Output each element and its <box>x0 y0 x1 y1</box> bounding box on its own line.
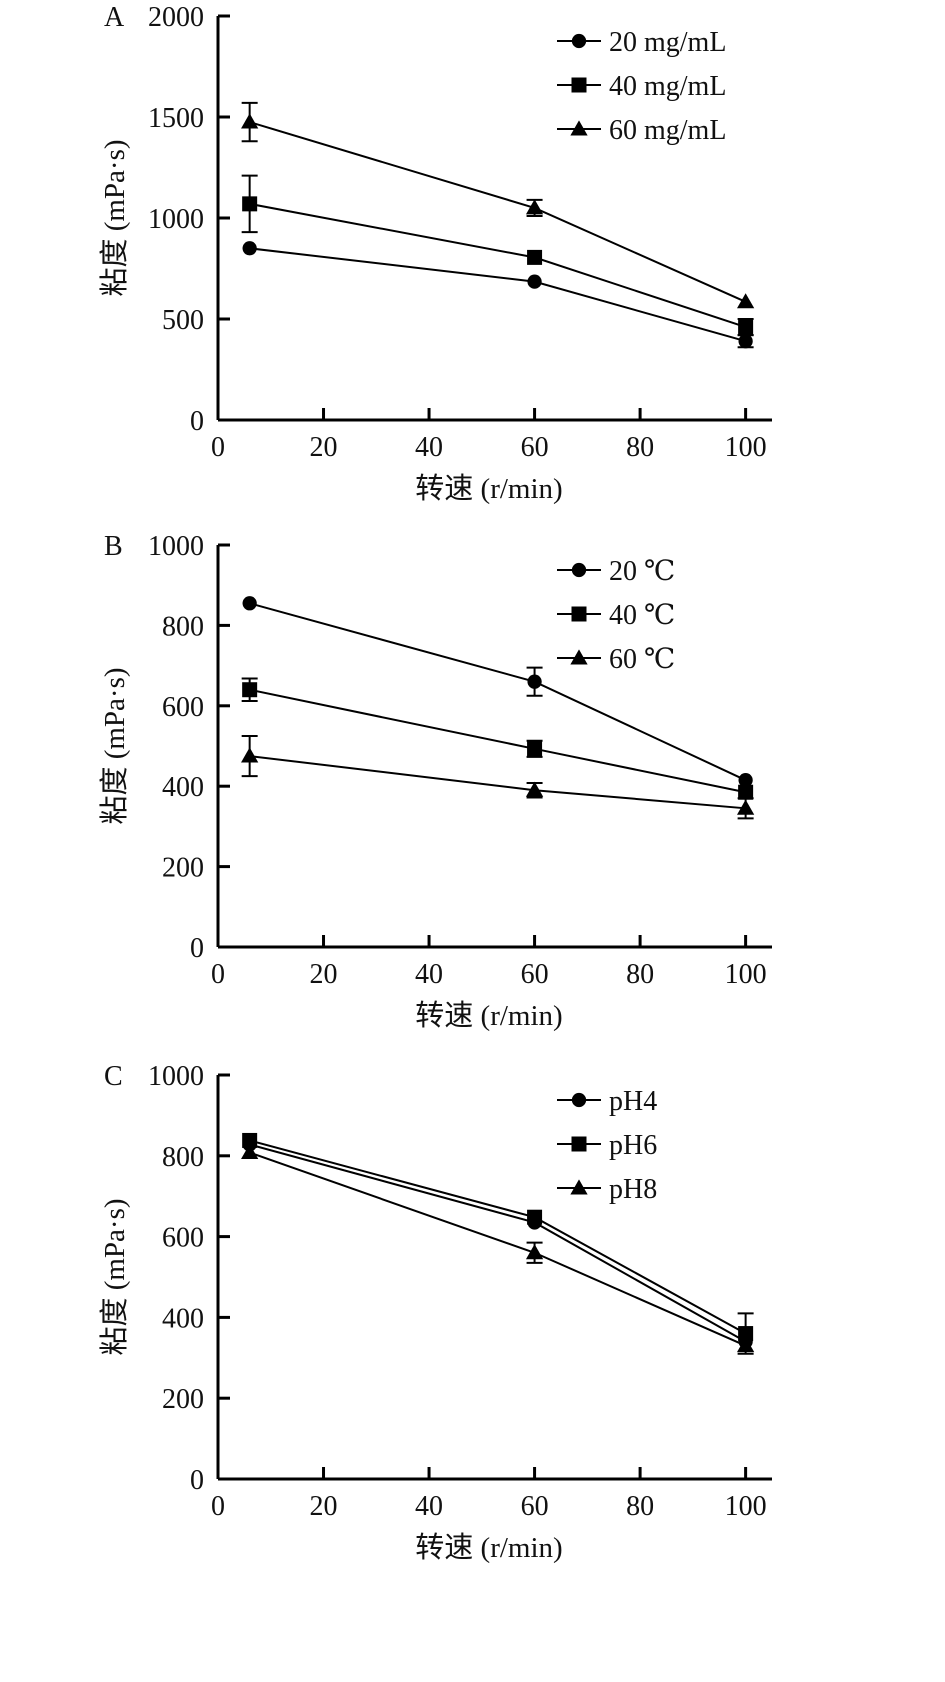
x-tick-label: 80 <box>626 432 654 463</box>
y-tick-label: 1000 <box>148 531 204 562</box>
chart-panel-c: 0 200 400 600 800 1000 0 20 40 60 80 100 转速 (r/min) 粘… <box>98 1061 772 1564</box>
x-tick-label: 60 <box>521 959 549 990</box>
y-tick-label: 500 <box>162 305 204 336</box>
legend-label: 60 ℃ <box>609 644 675 675</box>
chart-panel-a: 0 500 1000 1500 2000 0 20 40 60 80 100 转速 (r/min) 粘度… <box>98 2 772 505</box>
data-point-square <box>527 249 543 265</box>
data-point-square <box>242 1132 258 1148</box>
x-axis-title: 转速 (r/min) <box>415 999 562 1032</box>
y-tick-label: 1000 <box>148 204 204 235</box>
legend-marker-square <box>571 77 587 93</box>
legend-marker-triangle <box>570 649 588 665</box>
y-tick-label: 2000 <box>148 2 204 33</box>
series-line <box>249 121 747 303</box>
y-axis-title: 粘度 (mPa·s) <box>98 1198 131 1355</box>
x-tick-label: 60 <box>521 432 549 463</box>
data-point-square <box>738 1326 754 1342</box>
x-tick-label: 100 <box>725 1491 767 1522</box>
data-point-triangle <box>241 747 259 763</box>
series-line <box>249 755 746 810</box>
legend-marker-circle <box>571 562 587 578</box>
data-point-circle <box>738 773 753 788</box>
x-tick-label: 80 <box>626 1491 654 1522</box>
y-tick-label: 600 <box>162 692 204 723</box>
data-point-triangle <box>736 293 755 309</box>
x-tick-label: 0 <box>211 959 225 990</box>
legend-marker-square <box>571 606 587 622</box>
y-axis-title: 粘度 (mPa·s) <box>98 667 131 824</box>
x-tick-label: 20 <box>310 959 338 990</box>
data-point-triangle <box>525 1244 544 1260</box>
x-tick-label: 100 <box>725 959 767 990</box>
x-tick-label: 80 <box>626 959 654 990</box>
legend-label: 40 mg/mL <box>609 71 726 102</box>
series-line <box>249 202 746 329</box>
series-line <box>249 247 746 343</box>
series-line <box>249 688 746 794</box>
legend-label: pH4 <box>609 1086 657 1117</box>
x-tick-label: 40 <box>415 1491 443 1522</box>
y-tick-label: 1500 <box>148 103 204 134</box>
legend-marker-circle <box>571 1092 587 1108</box>
legend-marker-triangle <box>570 1179 588 1195</box>
y-tick-label: 400 <box>162 772 204 803</box>
data-point-triangle <box>736 799 755 815</box>
legend-marker-circle <box>571 33 587 49</box>
y-tick-label: 0 <box>190 406 204 437</box>
panel-letter: B <box>104 531 123 562</box>
legend-label: 60 mg/mL <box>609 115 726 146</box>
data-point-square <box>527 741 543 757</box>
x-tick-label: 0 <box>211 1491 225 1522</box>
data-point-triangle <box>525 781 544 797</box>
panel-letter: C <box>104 1061 123 1092</box>
legend-label: pH6 <box>609 1130 657 1161</box>
data-point-circle <box>527 674 542 689</box>
legend-marker-triangle <box>570 120 588 136</box>
y-tick-label: 200 <box>162 853 204 884</box>
data-point-square <box>738 319 754 335</box>
x-tick-label: 20 <box>310 432 338 463</box>
data-point-triangle <box>241 113 259 129</box>
data-point-triangle <box>241 1143 259 1160</box>
y-tick-label: 800 <box>162 611 204 642</box>
y-tick-label: 600 <box>162 1223 204 1254</box>
y-tick-label: 0 <box>190 1465 204 1496</box>
data-point-circle <box>242 241 257 256</box>
data-point-square <box>242 196 258 212</box>
y-tick-label: 400 <box>162 1303 204 1334</box>
legend-label: 20 mg/mL <box>609 27 726 58</box>
x-tick-label: 100 <box>725 432 767 463</box>
data-point-square <box>738 784 754 800</box>
x-axis-title: 转速 (r/min) <box>415 1531 562 1564</box>
data-point-square <box>527 1209 543 1225</box>
chart-panel-b: 0 200 400 600 800 1000 0 20 40 60 80 100 转速 (r/min) 粘… <box>98 531 772 1032</box>
x-tick-label: 40 <box>415 432 443 463</box>
y-tick-label: 1000 <box>148 1061 204 1092</box>
data-point-triangle <box>736 1337 755 1353</box>
legend-marker-square <box>571 1136 587 1152</box>
x-tick-label: 20 <box>310 1491 338 1522</box>
data-point-circle <box>242 596 257 611</box>
y-tick-label: 0 <box>190 933 204 964</box>
series-line <box>249 1139 747 1335</box>
data-point-circle <box>738 334 753 349</box>
y-tick-label: 200 <box>162 1384 204 1415</box>
legend-label: 20 ℃ <box>609 556 675 587</box>
series-line <box>249 1151 747 1347</box>
panel-letter: A <box>104 2 125 33</box>
x-tick-label: 0 <box>211 432 225 463</box>
x-axis-title: 转速 (r/min) <box>415 472 562 505</box>
data-point-triangle <box>525 199 544 215</box>
legend-label: 40 ℃ <box>609 600 675 631</box>
x-tick-label: 60 <box>521 1491 549 1522</box>
y-tick-label: 800 <box>162 1142 204 1173</box>
x-tick-label: 40 <box>415 959 443 990</box>
data-point-square <box>242 682 258 698</box>
y-axis-title: 粘度 (mPa·s) <box>98 139 131 296</box>
legend-label: pH8 <box>609 1174 657 1205</box>
data-point-circle <box>527 274 542 289</box>
